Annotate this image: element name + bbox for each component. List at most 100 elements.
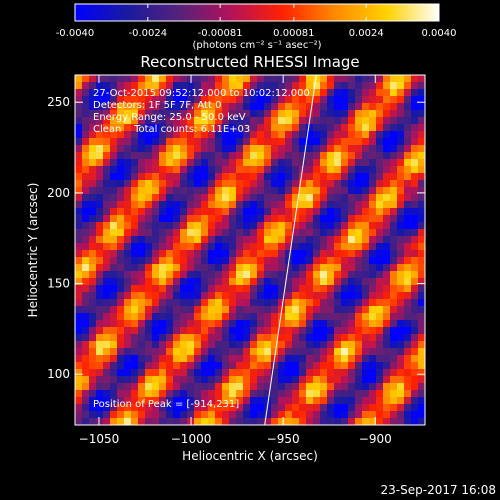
heatmap-cell <box>306 138 314 146</box>
heatmap-cell <box>313 341 321 349</box>
heatmap-cell <box>341 194 349 202</box>
heatmap-cell <box>110 334 118 342</box>
heatmap-cell <box>299 348 307 356</box>
heatmap-cell <box>362 299 370 307</box>
heatmap-cell <box>166 89 174 97</box>
heatmap-cell <box>236 222 244 230</box>
heatmap-cell <box>383 278 391 286</box>
heatmap-cell <box>117 313 125 321</box>
heatmap-cell <box>222 145 230 153</box>
heatmap-cell <box>390 355 398 363</box>
heatmap-cell <box>96 376 104 384</box>
heatmap-cell <box>166 124 174 132</box>
heatmap-cell <box>383 250 391 258</box>
heatmap-cell <box>327 96 335 104</box>
heatmap-cell <box>208 215 216 223</box>
heatmap-cell <box>75 418 83 425</box>
heatmap-cell <box>411 166 419 174</box>
heatmap-cell <box>138 194 146 202</box>
heatmap-cell <box>236 355 244 363</box>
heatmap-cell <box>89 159 97 167</box>
heatmap-cell <box>257 418 265 425</box>
heatmap-cell <box>285 334 293 342</box>
heatmap-cell <box>250 355 258 363</box>
heatmap-cell <box>355 334 363 342</box>
heatmap-cell <box>75 341 83 349</box>
heatmap-cell <box>355 222 363 230</box>
heatmap-cell <box>362 152 370 160</box>
heatmap-cell <box>208 159 216 167</box>
heatmap-cell <box>355 327 363 335</box>
heatmap-cell <box>117 138 125 146</box>
heatmap-cell <box>201 222 209 230</box>
heatmap-cell <box>152 152 160 160</box>
heatmap-cell <box>215 285 223 293</box>
heatmap-cell <box>236 397 244 405</box>
heatmap-cell <box>124 341 132 349</box>
heatmap-cell <box>313 75 321 83</box>
heatmap-cell <box>243 194 251 202</box>
heatmap-cell <box>201 103 209 111</box>
heatmap-cell <box>404 110 412 118</box>
heatmap-cell <box>187 411 195 419</box>
heatmap-cell <box>215 383 223 391</box>
heatmap-cell <box>82 152 90 160</box>
heatmap-cell <box>187 404 195 412</box>
heatmap-cell <box>341 75 349 83</box>
heatmap-cell <box>376 117 384 125</box>
heatmap-cell <box>404 334 412 342</box>
heatmap-cell <box>103 152 111 160</box>
heatmap-cell <box>82 257 90 265</box>
heatmap-cell <box>383 194 391 202</box>
heatmap-cell <box>334 96 342 104</box>
heatmap-cell <box>299 208 307 216</box>
heatmap-cell <box>82 243 90 251</box>
heatmap-cell <box>89 215 97 223</box>
heatmap-cell <box>376 397 384 405</box>
heatmap-cell <box>208 236 216 244</box>
heatmap-cell <box>152 327 160 335</box>
heatmap-cell <box>334 285 342 293</box>
heatmap-cell <box>334 201 342 209</box>
heatmap-cell <box>215 222 223 230</box>
heatmap-cell <box>390 306 398 314</box>
heatmap-cell <box>236 390 244 398</box>
heatmap-cell <box>208 390 216 398</box>
heatmap-cell <box>411 376 419 384</box>
heatmap-cell <box>222 131 230 139</box>
heatmap-cell <box>306 278 314 286</box>
heatmap-cell <box>257 243 265 251</box>
heatmap-cell <box>187 341 195 349</box>
heatmap-cell <box>285 236 293 244</box>
heatmap-cell <box>313 131 321 139</box>
heatmap-cell <box>131 418 139 425</box>
heatmap-cell <box>124 390 132 398</box>
heatmap-cell <box>334 348 342 356</box>
heatmap-cell <box>152 355 160 363</box>
heatmap-cell <box>89 173 97 181</box>
heatmap-cell <box>320 334 328 342</box>
heatmap-cell <box>299 327 307 335</box>
heatmap-cell <box>264 292 272 300</box>
heatmap-cell <box>159 278 167 286</box>
heatmap-cell <box>166 208 174 216</box>
heatmap-cell <box>264 222 272 230</box>
heatmap-cell <box>215 292 223 300</box>
heatmap-cell <box>208 299 216 307</box>
heatmap-cell <box>222 341 230 349</box>
heatmap-cell <box>201 208 209 216</box>
heatmap-cell <box>390 264 398 272</box>
heatmap-cell <box>180 208 188 216</box>
heatmap-cell <box>390 411 398 419</box>
heatmap-cell <box>355 411 363 419</box>
heatmap-cell <box>369 173 377 181</box>
heatmap-cell <box>376 250 384 258</box>
heatmap-cell <box>341 271 349 279</box>
heatmap-cell <box>145 369 153 377</box>
heatmap-cell <box>215 369 223 377</box>
heatmap-cell <box>418 299 425 307</box>
heatmap-cell <box>222 257 230 265</box>
heatmap-cell <box>173 75 181 83</box>
heatmap-cell <box>75 271 83 279</box>
heatmap-cell <box>89 229 97 237</box>
